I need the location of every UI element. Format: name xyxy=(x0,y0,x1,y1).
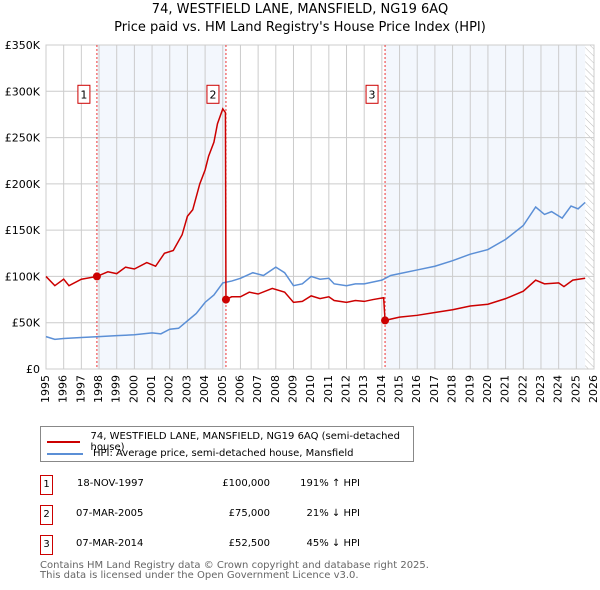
x-tick-label: 2025 xyxy=(569,375,582,403)
y-tick-label: £200K xyxy=(5,178,41,191)
sale-date: 07-MAR-2014 xyxy=(76,538,144,549)
x-tick-label: 2013 xyxy=(357,375,370,403)
sale-point xyxy=(92,272,101,281)
x-tick-label: 2018 xyxy=(446,375,459,403)
x-tick-label: 2005 xyxy=(216,375,229,403)
series-line xyxy=(45,107,586,322)
y-tick-label: £50K xyxy=(12,317,41,330)
x-tick-label: 2016 xyxy=(410,375,423,403)
sale-label: 3 xyxy=(369,88,376,101)
sale-badge: 2 xyxy=(40,505,53,525)
y-tick-label: £350K xyxy=(5,39,41,52)
chart-subtitle: Price paid vs. HM Land Registry's House … xyxy=(114,20,486,35)
x-tick-label: 2003 xyxy=(180,375,193,403)
sale-label-box xyxy=(206,84,220,104)
x-tick-label: 2004 xyxy=(198,375,211,403)
x-tick-label: 2011 xyxy=(322,375,335,403)
x-tick-label: 2024 xyxy=(552,375,565,403)
plot-frame xyxy=(45,44,595,370)
sale-point xyxy=(221,295,230,304)
x-tick-label: 2006 xyxy=(233,375,246,403)
x-tick-label: 2019 xyxy=(463,375,476,403)
shaded-band xyxy=(96,45,226,369)
legend-swatch xyxy=(47,452,83,455)
chart-title: 74, WESTFIELD LANE, MANSFIELD, NG19 6AQ xyxy=(151,2,449,17)
x-tick-label: 2008 xyxy=(269,375,282,403)
x-tick-label: 2017 xyxy=(428,375,441,403)
sale-hpi: 21% ↓ HPI xyxy=(306,508,360,519)
x-tick-label: 2023 xyxy=(534,375,547,403)
y-tick-label: £0 xyxy=(26,363,40,376)
sale-price: £100,000 xyxy=(222,478,270,489)
y-tick-label: £300K xyxy=(5,85,41,98)
sale-label-box xyxy=(77,84,91,104)
shaded-band xyxy=(385,45,586,369)
x-tick-label: 2010 xyxy=(304,375,317,403)
x-tick-label: 2021 xyxy=(499,375,512,403)
legend: 74, WESTFIELD LANE, MANSFIELD, NG19 6AQ … xyxy=(40,426,414,462)
sale-label: 1 xyxy=(80,88,87,101)
footer-line: Contains HM Land Registry data © Crown c… xyxy=(40,560,429,571)
forecast-hatch xyxy=(585,45,594,369)
table-row: 2 07-MAR-2005 £75,000 21% ↓ HPI xyxy=(40,505,440,525)
sale-hpi: 191% ↑ HPI xyxy=(300,478,360,489)
x-tick-label: 1999 xyxy=(110,375,123,403)
footer: Contains HM Land Registry data © Crown c… xyxy=(40,561,429,581)
x-tick-label: 2000 xyxy=(127,375,140,403)
x-tick-label: 1998 xyxy=(92,375,105,403)
sale-hpi: 45% ↓ HPI xyxy=(306,538,360,549)
x-tick-label: 2009 xyxy=(286,375,299,403)
x-tick-label: 2002 xyxy=(163,375,176,403)
sale-price: £75,000 xyxy=(228,508,270,519)
sale-badge: 1 xyxy=(40,475,53,495)
sale-date: 07-MAR-2005 xyxy=(76,508,144,519)
sale-price: £52,500 xyxy=(228,538,270,549)
table-row: 3 07-MAR-2014 £52,500 45% ↓ HPI xyxy=(40,535,440,555)
x-tick-label: 2014 xyxy=(375,375,388,403)
legend-item-hpi: HPI: Average price, semi-detached house,… xyxy=(47,448,353,459)
legend-label: HPI: Average price, semi-detached house,… xyxy=(93,448,354,459)
x-tick-label: 1996 xyxy=(57,375,70,403)
x-tick-label: 2022 xyxy=(516,375,529,403)
legend-swatch xyxy=(47,441,81,443)
sale-label-box xyxy=(365,84,379,104)
x-tick-label: 2001 xyxy=(145,375,158,403)
legend-label: 74, WESTFIELD LANE, MANSFIELD, NG19 6AQ … xyxy=(90,431,400,453)
x-tick-label: 2020 xyxy=(481,375,494,403)
footer-line: This data is licensed under the Open Gov… xyxy=(40,570,359,581)
x-tick-label: 2026 xyxy=(587,375,600,403)
y-tick-label: £250K xyxy=(5,132,41,145)
sale-label: 2 xyxy=(209,88,216,101)
legend-item-property: 74, WESTFIELD LANE, MANSFIELD, NG19 6AQ … xyxy=(47,431,413,453)
sale-badge: 3 xyxy=(40,535,53,555)
x-tick-label: 2015 xyxy=(393,375,406,403)
sale-point xyxy=(381,316,390,325)
sale-date: 18-NOV-1997 xyxy=(77,478,144,489)
table-row: 1 18-NOV-1997 £100,000 191% ↑ HPI xyxy=(40,475,440,495)
series-line xyxy=(45,201,586,341)
x-tick-label: 2012 xyxy=(340,375,353,403)
chart: 1995 1996 1997 1998 1999 2000 2001 2002 2003 2004… xyxy=(5,39,600,403)
y-tick-label: £150K xyxy=(5,224,41,237)
y-tick-label: £100K xyxy=(5,270,41,283)
x-tick-label: 2007 xyxy=(251,375,264,403)
x-tick-label: 1995 xyxy=(39,375,52,403)
x-tick-label: 1997 xyxy=(74,375,87,403)
